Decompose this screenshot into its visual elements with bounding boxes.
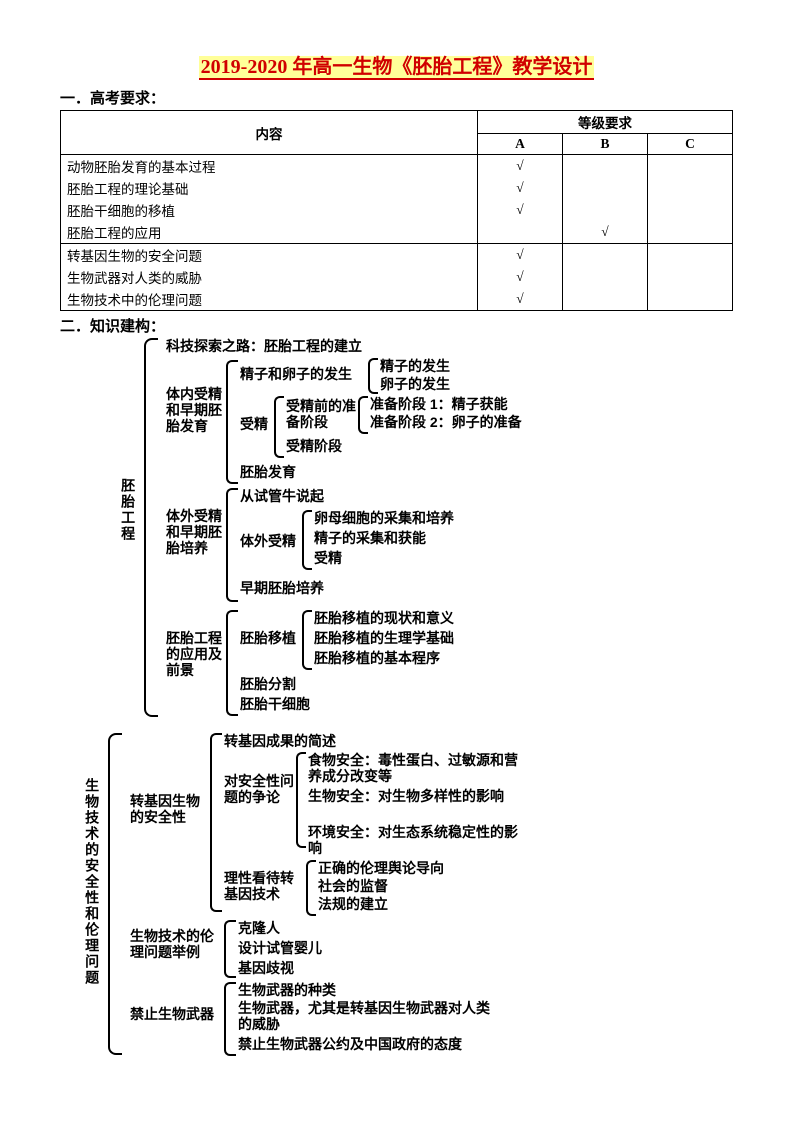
n1: 科技探索之路：胚胎工程的建立: [166, 338, 362, 354]
th-c: C: [648, 134, 733, 155]
m3c: 禁止生物武器公约及中国政府的态度: [238, 1036, 462, 1052]
n2b2: 受精阶段: [286, 438, 342, 454]
th-level: 等级要求: [478, 111, 733, 134]
m1a: 转基因成果的简述: [224, 733, 336, 749]
section-2-heading: 二．知识建构：: [60, 315, 733, 336]
n2: 体内受精和早期胚胎发育: [166, 386, 226, 434]
n4a: 胚胎移植: [240, 630, 296, 646]
m3b: 生物武器，尤其是转基因生物武器对人类的威胁: [238, 1000, 498, 1032]
root-1: 胚胎工程: [120, 478, 136, 542]
knowledge-diagram: 胚胎工程 科技探索之路：胚胎工程的建立 体内受精和早期胚胎发育 精子和卵子的发生…: [60, 338, 733, 1058]
th-a: A: [478, 134, 563, 155]
n2b1: 受精前的准备阶段: [286, 398, 356, 430]
n2a2: 卵子的发生: [380, 376, 450, 392]
page-title: 2019-2020 年高一生物《胚胎工程》教学设计: [60, 50, 733, 79]
table-row: 胚胎干细胞的移植√: [61, 199, 733, 221]
m1c: 理性看待转基因技术: [224, 870, 304, 902]
m1c3: 法规的建立: [318, 896, 388, 912]
m1c1: 正确的伦理舆论导向: [318, 860, 444, 876]
n3b: 体外受精: [240, 533, 296, 549]
section-1-heading: 一．高考要求：: [60, 87, 733, 108]
n2c: 胚胎发育: [240, 464, 296, 480]
n2b: 受精: [240, 416, 268, 432]
requirements-table: 内容 等级要求 A B C 动物胚胎发育的基本过程√胚胎工程的理论基础√胚胎干细…: [60, 110, 733, 311]
n2a1: 精子的发生: [380, 358, 450, 374]
m1b: 对安全性问题的争论: [224, 773, 294, 805]
m2c: 基因歧视: [238, 960, 294, 976]
n2b1a: 准备阶段 1：精子获能: [370, 396, 508, 412]
root-2: 生物技术的安全性和伦理问题: [84, 778, 100, 986]
m2: 生物技术的伦理问题举例: [130, 928, 222, 960]
m1b1: 食物安全：毒性蛋白、过敏源和营养成分改变等: [308, 752, 528, 784]
table-row: 胚胎工程的应用√: [61, 221, 733, 244]
n4c: 胚胎干细胞: [240, 696, 310, 712]
n3b1: 卵母细胞的采集和培养: [314, 510, 454, 526]
th-b: B: [563, 134, 648, 155]
m3a: 生物武器的种类: [238, 982, 336, 998]
m2a: 克隆人: [238, 920, 280, 936]
n3b3: 受精: [314, 550, 342, 566]
n3c: 早期胚胎培养: [240, 580, 324, 596]
m1c2: 社会的监督: [318, 878, 388, 894]
n3b2: 精子的采集和获能: [314, 530, 426, 546]
th-content: 内容: [61, 111, 478, 155]
n4a2: 胚胎移植的生理学基础: [314, 630, 454, 646]
table-row: 胚胎工程的理论基础√: [61, 177, 733, 199]
table-row: 转基因生物的安全问题√: [61, 244, 733, 267]
m1b3: 环境安全：对生态系统稳定性的影响: [308, 824, 528, 856]
n4: 胚胎工程的应用及前景: [166, 630, 226, 678]
table-row: 动物胚胎发育的基本过程√: [61, 155, 733, 178]
n3: 体外受精和早期胚胎培养: [166, 508, 226, 556]
m3: 禁止生物武器: [130, 1006, 214, 1022]
n2a: 精子和卵子的发生: [240, 366, 352, 382]
n4a1: 胚胎移植的现状和意义: [314, 610, 454, 626]
m1b2: 生物安全：对生物多样性的影响: [308, 788, 528, 804]
m1: 转基因生物的安全性: [130, 793, 208, 825]
table-row: 生物武器对人类的威胁√: [61, 266, 733, 288]
table-row: 生物技术中的伦理问题√: [61, 288, 733, 311]
n4a3: 胚胎移植的基本程序: [314, 650, 440, 666]
n2b1b: 准备阶段 2：卵子的准备: [370, 414, 522, 430]
n3a: 从试管牛说起: [240, 488, 324, 504]
n4b: 胚胎分割: [240, 676, 296, 692]
m2b: 设计试管婴儿: [238, 940, 322, 956]
